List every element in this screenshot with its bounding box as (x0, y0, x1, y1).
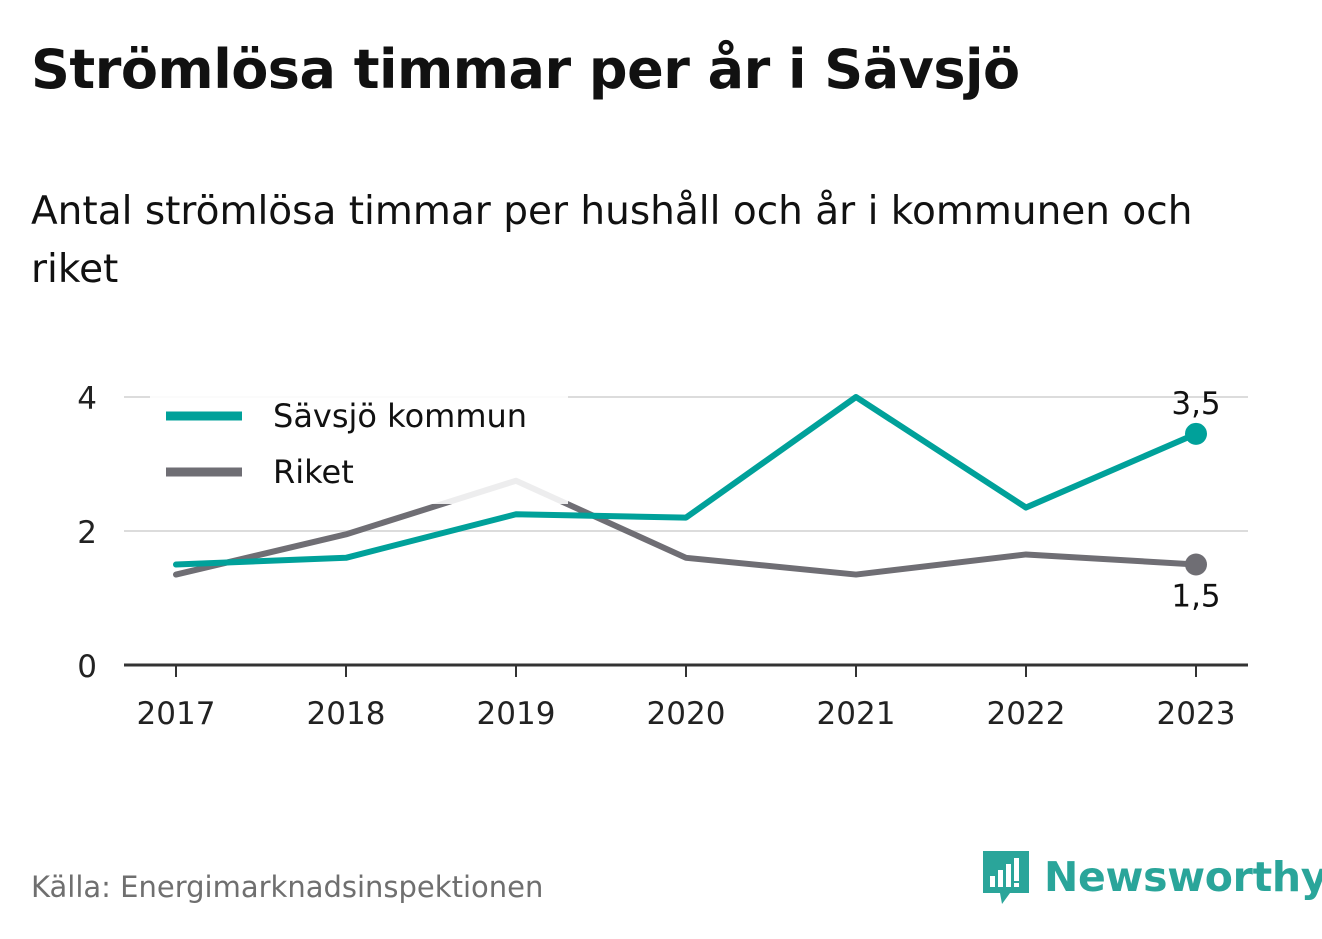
end-value-label: 3,5 (1171, 386, 1220, 422)
x-tick-label: 2022 (987, 696, 1066, 732)
series-line-riket (173, 477, 1199, 578)
y-tick-label: 4 (77, 381, 97, 417)
series-line-savsjo (173, 394, 1199, 568)
legend-background (150, 388, 568, 504)
x-tick-label: 2017 (137, 696, 216, 732)
x-tick-label: 2018 (307, 696, 386, 732)
brand-logo: Newsworthy (980, 848, 1322, 906)
y-tick-label: 0 (77, 649, 97, 685)
source-note: Källa: Energimarknadsinspektionen (31, 870, 544, 904)
end-value-label: 1,5 (1171, 579, 1220, 615)
legend-label: Riket (273, 453, 354, 491)
newsworthy-logo-icon (983, 851, 1029, 904)
x-tick-label: 2019 (477, 696, 556, 732)
x-tick-label: 2023 (1157, 696, 1236, 732)
series-end-point (1185, 553, 1207, 576)
y-tick-label: 2 (77, 515, 97, 551)
chart-subtitle: Antal strömlösa timmar per hushåll och å… (31, 189, 1193, 292)
brand-name: Newsworthy (1044, 853, 1322, 901)
x-tick-label: 2020 (647, 696, 726, 732)
chart-title: Strömlösa timmar per år i Sävsjö (31, 38, 1020, 101)
legend-label: Sävsjö kommun (273, 397, 527, 435)
x-tick-label: 2021 (817, 696, 896, 732)
series-end-point (1185, 422, 1207, 445)
